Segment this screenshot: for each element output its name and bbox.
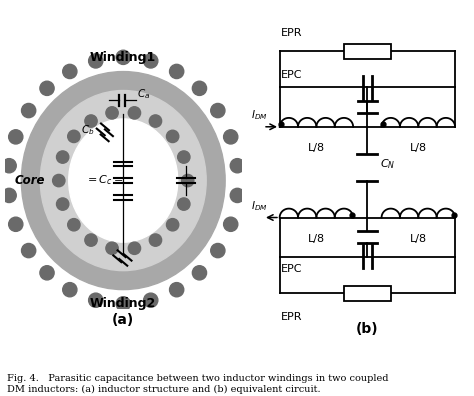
Circle shape <box>144 54 158 68</box>
Circle shape <box>182 174 194 187</box>
Circle shape <box>149 115 162 127</box>
Bar <box>344 44 391 59</box>
Circle shape <box>63 283 77 297</box>
Text: EPC: EPC <box>281 265 302 274</box>
Circle shape <box>21 103 36 118</box>
Text: $= C_c =$: $= C_c =$ <box>85 174 123 187</box>
Text: EPR: EPR <box>281 29 302 38</box>
Text: $I_{DM}$: $I_{DM}$ <box>251 109 268 122</box>
Text: Fig. 4.   Parasitic capacitance between two inductor windings in two coupled
DM : Fig. 4. Parasitic capacitance between tw… <box>7 375 389 394</box>
Circle shape <box>9 130 23 144</box>
Circle shape <box>106 107 118 119</box>
Circle shape <box>9 217 23 231</box>
Text: $I_{DM}$: $I_{DM}$ <box>251 199 268 213</box>
Circle shape <box>224 217 238 231</box>
Circle shape <box>128 242 141 254</box>
Circle shape <box>85 234 97 246</box>
Circle shape <box>63 64 77 78</box>
Ellipse shape <box>21 72 225 289</box>
Text: $C_b$: $C_b$ <box>81 123 94 137</box>
Text: (b): (b) <box>356 322 379 336</box>
Circle shape <box>116 297 130 311</box>
Circle shape <box>68 219 80 231</box>
Circle shape <box>53 174 65 187</box>
Circle shape <box>170 64 184 78</box>
Circle shape <box>166 130 179 143</box>
Circle shape <box>89 293 103 307</box>
Text: Winding1: Winding1 <box>90 51 156 64</box>
Circle shape <box>128 107 141 119</box>
Circle shape <box>40 266 54 280</box>
Circle shape <box>149 234 162 246</box>
Circle shape <box>224 130 238 144</box>
Text: L/8: L/8 <box>308 234 325 244</box>
Text: (a): (a) <box>112 313 134 327</box>
Circle shape <box>211 103 225 118</box>
Circle shape <box>178 151 190 163</box>
Circle shape <box>211 244 225 258</box>
Text: Core: Core <box>14 174 45 187</box>
Circle shape <box>192 266 207 280</box>
Circle shape <box>230 188 245 202</box>
Text: L/8: L/8 <box>308 143 325 153</box>
Ellipse shape <box>40 91 206 270</box>
Circle shape <box>116 50 130 65</box>
Circle shape <box>166 219 179 231</box>
Bar <box>344 286 391 301</box>
Circle shape <box>68 130 80 143</box>
Circle shape <box>56 198 69 210</box>
Circle shape <box>106 242 118 254</box>
Text: EPR: EPR <box>281 312 302 322</box>
Circle shape <box>2 188 16 202</box>
Circle shape <box>230 159 245 173</box>
Circle shape <box>89 54 103 68</box>
Circle shape <box>2 159 16 173</box>
Circle shape <box>21 244 36 258</box>
Circle shape <box>170 283 184 297</box>
Circle shape <box>144 293 158 307</box>
Text: EPC: EPC <box>281 70 302 80</box>
Circle shape <box>85 115 97 127</box>
Circle shape <box>40 81 54 95</box>
Text: L/8: L/8 <box>410 143 427 153</box>
Ellipse shape <box>69 119 178 242</box>
Text: Winding2: Winding2 <box>90 297 156 310</box>
Text: L/8: L/8 <box>410 234 427 244</box>
Circle shape <box>192 81 207 95</box>
Circle shape <box>178 198 190 210</box>
Text: $C_a$: $C_a$ <box>137 87 150 101</box>
Circle shape <box>56 151 69 163</box>
Text: $C_N$: $C_N$ <box>380 158 395 171</box>
